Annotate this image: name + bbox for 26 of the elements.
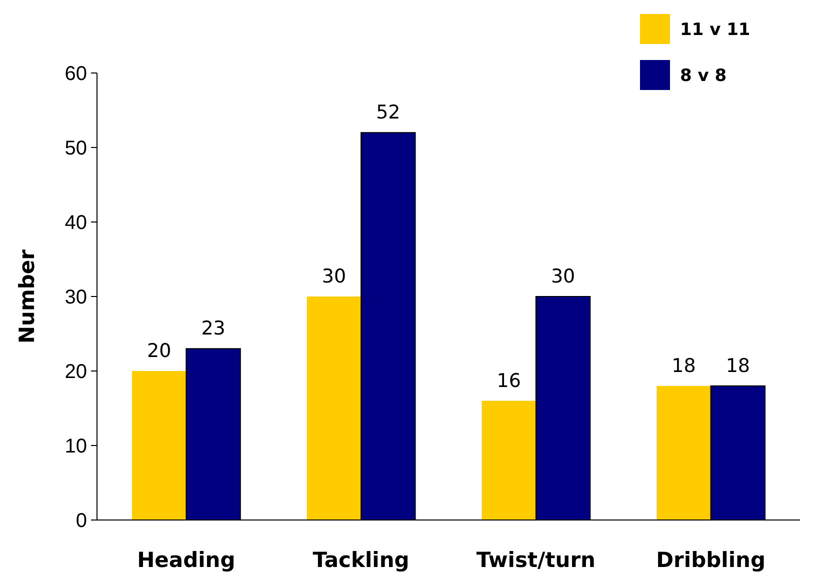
data-label: 20 — [146, 340, 172, 362]
data-label: 30 — [322, 266, 346, 288]
y-axis-title: Number — [15, 248, 39, 344]
legend-label: 8 v 8 — [680, 66, 727, 86]
data-label: 18 — [726, 354, 750, 377]
x-tick-label: Dribbling — [656, 548, 766, 572]
legend-label: 11 v 11 — [680, 20, 750, 40]
data-label: 18 — [672, 354, 696, 377]
y-tick-label: 20 — [64, 361, 87, 383]
bar — [656, 386, 711, 520]
x-tick-label: Heading — [137, 548, 236, 572]
x-tick-label: Twist/turn — [476, 548, 596, 572]
data-label: 52 — [376, 102, 400, 124]
bar — [132, 371, 186, 520]
bar — [306, 296, 362, 520]
y-tick-label: 50 — [64, 138, 87, 160]
y-tick-label: 0 — [76, 510, 87, 532]
data-label: 16 — [496, 370, 521, 392]
y-tick-label: 10 — [64, 436, 87, 458]
data-label: 30 — [550, 266, 576, 288]
y-tick-label: 30 — [64, 286, 87, 308]
x-tick-label: Tackling — [312, 548, 410, 572]
bar — [482, 400, 536, 520]
data-label: 23 — [201, 318, 226, 340]
y-tick-label: 60 — [64, 63, 87, 85]
y-tick-label: 40 — [64, 212, 87, 234]
